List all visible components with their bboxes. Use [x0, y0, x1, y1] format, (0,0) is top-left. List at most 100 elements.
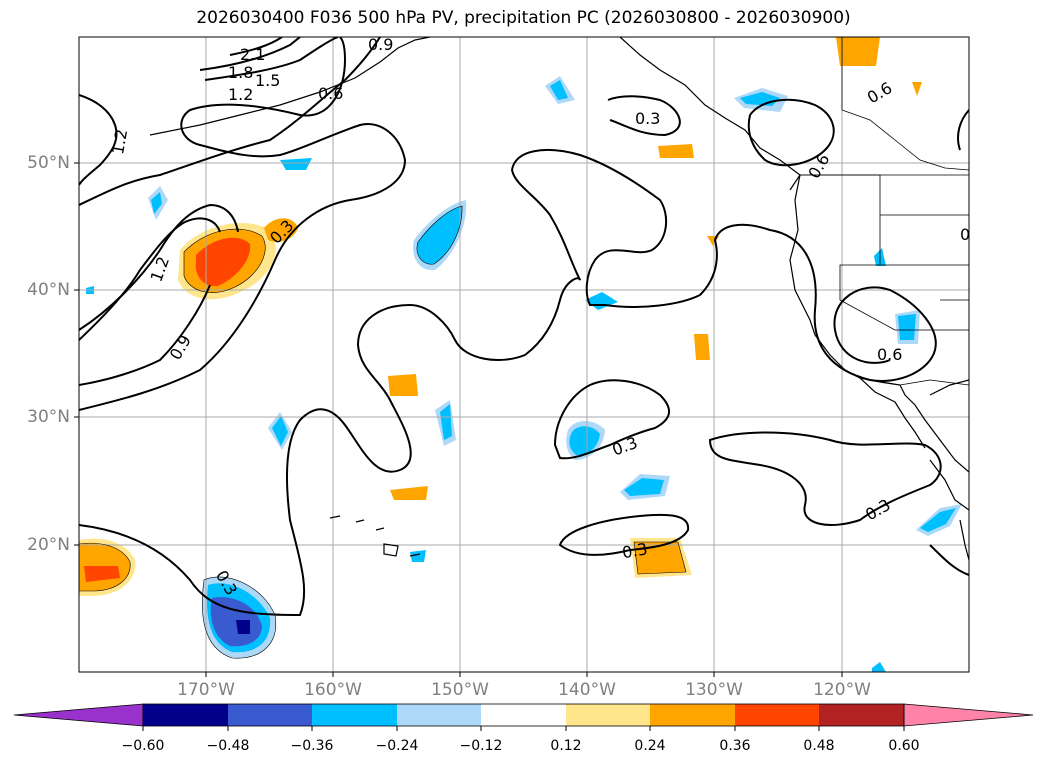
pv-contour-0.9: [79, 284, 211, 386]
lon-label: 150°W: [431, 680, 489, 700]
canada-us-border: [841, 37, 969, 171]
precip-outlines: [79, 205, 687, 659]
pv-contour-0.3: [708, 431, 942, 526]
pv-contour-1.2: [79, 217, 221, 341]
axis-ticks: [74, 162, 843, 677]
pv-contour-2.1: [229, 37, 283, 56]
map-frame: [78, 36, 970, 673]
precip-negative-blob: [898, 314, 916, 340]
pv-contour-0.3: [79, 149, 937, 617]
pv-contour-1.2: [79, 37, 381, 206]
precip-negative-blob: [550, 80, 568, 100]
contour-label: 0.9: [368, 35, 393, 54]
pv-contour-0.6: [957, 109, 969, 151]
colorbar-segment: [650, 704, 735, 726]
precip-negative-blob: [585, 292, 618, 310]
colorbar-extend-high: [903, 703, 1034, 727]
pv-contour-0.6: [747, 98, 835, 167]
pv-contour-0.3: [553, 379, 670, 460]
precip-negative-blob: [410, 550, 426, 562]
colorbar-segment: [481, 704, 566, 726]
precip-positive-blob: [390, 486, 428, 500]
contour-label: 0.6: [864, 78, 896, 107]
colorbar-segment: [143, 704, 228, 726]
map-plot-area: 2.1 1.8 1.5 1.2 0.9 0.6 0.3 1.2 1.2 0.3 …: [79, 35, 985, 672]
colorbar-segment: [819, 704, 904, 726]
precip-outline: [416, 205, 463, 265]
colorbar-label: −0.36: [290, 738, 334, 754]
colorbar-label: 0.24: [634, 738, 666, 754]
lon-label: 170°W: [177, 680, 235, 700]
contour-label: 1.2: [147, 254, 174, 284]
contour-label: 1.5: [255, 71, 280, 90]
pv-contour-1.2: [79, 94, 118, 186]
lon-label: 140°W: [558, 680, 616, 700]
precip-positive-blob: [658, 144, 694, 158]
precip-positive-blob: [912, 82, 922, 96]
pv-contour-0.3: [929, 544, 969, 576]
precip-positive-blob: [707, 236, 719, 246]
contour-label: 1.2: [108, 128, 131, 156]
pv-contour-0.6: [79, 37, 407, 411]
map-title: 2026030400 F036 500 hPa PV, precipitatio…: [196, 8, 851, 28]
precip-outline: [183, 228, 266, 293]
contour-label: 0.3: [635, 109, 660, 128]
contour-label: 0.3: [960, 225, 985, 244]
us-state-borders: [800, 174, 969, 331]
pv-contour-0.3: [607, 95, 681, 137]
precip-negative-blob: [440, 404, 452, 440]
lat-label: 50°N: [27, 153, 70, 173]
pv-contours: [79, 37, 969, 617]
colorbar-segment: [228, 704, 312, 726]
pv-contour-1.5: [204, 37, 339, 81]
contour-label: 0.6: [804, 150, 833, 182]
precip-positive-blob: [388, 374, 418, 396]
central-america-coast: [959, 519, 969, 561]
contour-label: 0.3: [610, 433, 640, 460]
contour-labels: 2.1 1.8 1.5 1.2 0.9 0.6 0.3 1.2 1.2 0.3 …: [108, 35, 985, 599]
colorbar-segment: [566, 704, 650, 726]
colorbar-label: −0.24: [375, 738, 419, 754]
lon-label: 120°W: [813, 680, 871, 700]
precip-positive-blob: [694, 334, 710, 360]
contour-label: 1.8: [228, 63, 253, 82]
precip-negative-blob: [920, 508, 956, 532]
precip-negative-blob: [151, 192, 162, 214]
precip-positive-blob: [634, 542, 686, 574]
precip-positive-blob: [195, 237, 251, 287]
precip-negative-blob: [872, 662, 886, 672]
precip-negative-blob: [624, 478, 664, 496]
colorbar-label: −0.12: [459, 738, 503, 754]
precip-negative-blob: [236, 620, 250, 634]
colorbar-segment: [397, 704, 481, 726]
contour-label: 1.2: [228, 85, 253, 104]
colorbar-label: 0.60: [888, 738, 920, 754]
contour-label: 0.3: [621, 539, 649, 562]
contour-label: 0.3: [862, 495, 894, 524]
colorbar: [13, 703, 1034, 731]
lat-label: 20°N: [27, 535, 70, 555]
pv-contour-0.3: [558, 513, 690, 556]
colorbar-segment: [312, 704, 397, 726]
colorbar-label: −0.60: [121, 738, 165, 754]
contour-label: 0.6: [877, 345, 902, 364]
colorbar-label: 0.12: [550, 738, 582, 754]
lon-label: 160°W: [304, 680, 362, 700]
precip-outline: [202, 576, 277, 659]
precip-negative-blob: [569, 426, 600, 456]
contour-label: 2.1: [240, 45, 265, 64]
contour-label: 0.9: [166, 332, 195, 364]
lat-label: 30°N: [27, 407, 70, 427]
mexico-coast: [929, 379, 969, 396]
colorbar-label: −0.48: [206, 738, 250, 754]
colorbar-segment: [735, 704, 819, 726]
precip-negative-blob: [280, 158, 312, 170]
colorbar-frame: [142, 703, 905, 727]
precip-outline: [79, 542, 131, 592]
graticule: [79, 37, 969, 672]
precip-positive-blob: [84, 566, 120, 582]
colorbar-label: 0.48: [803, 738, 835, 754]
contour-label: 0.6: [318, 84, 343, 103]
colorbar-extend-low: [13, 703, 144, 727]
